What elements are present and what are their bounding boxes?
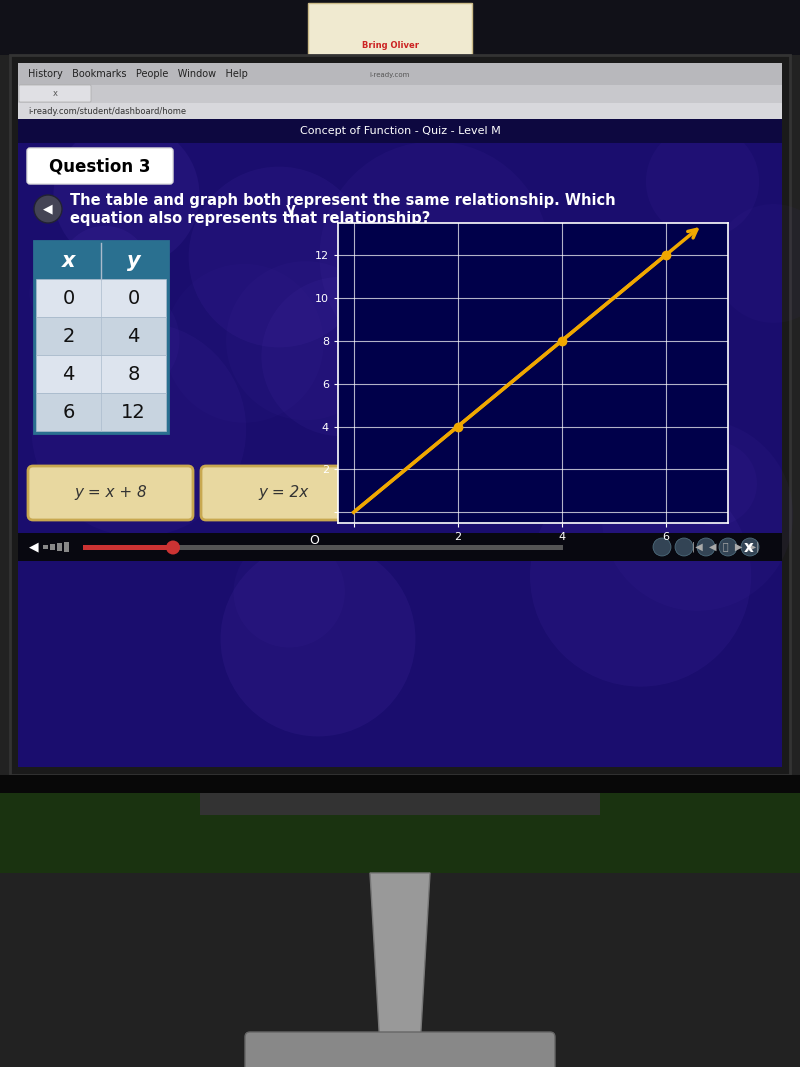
Text: ◀: ◀ [43, 203, 53, 216]
Bar [0, 0, 800, 55]
Bar [36, 278, 166, 317]
Circle shape [0, 316, 111, 480]
Text: |◀  ◀  ⏸  ▶  ▶|: |◀ ◀ ⏸ ▶ ▶| [692, 542, 759, 553]
Circle shape [675, 538, 693, 556]
Text: i-ready.com/student/dashboard/home: i-ready.com/student/dashboard/home [28, 107, 186, 115]
Bar [10, 55, 790, 775]
Circle shape [80, 531, 222, 673]
Bar [83, 545, 563, 550]
Text: 2: 2 [644, 480, 651, 490]
Bar [36, 393, 166, 431]
Bar [18, 120, 782, 143]
Circle shape [653, 317, 800, 532]
Text: ◀: ◀ [29, 541, 39, 554]
FancyBboxPatch shape [27, 148, 173, 184]
Text: Bring Oliver: Bring Oliver [362, 41, 418, 49]
Text: x: x [53, 90, 58, 98]
Text: y = 2x: y = 2x [258, 485, 309, 500]
Text: 0: 0 [127, 288, 140, 307]
FancyBboxPatch shape [245, 1032, 555, 1067]
Bar [36, 243, 166, 278]
FancyBboxPatch shape [374, 466, 539, 520]
Text: x: x [743, 540, 754, 555]
Bar [43, 545, 48, 550]
Circle shape [166, 541, 180, 555]
Text: 0: 0 [62, 288, 74, 307]
Circle shape [246, 212, 393, 359]
Circle shape [697, 538, 715, 556]
Text: i-ready.com: i-ready.com [370, 71, 410, 78]
Circle shape [471, 453, 603, 586]
Point [659, 246, 672, 264]
Bar [64, 542, 69, 552]
Bar [50, 544, 55, 550]
Text: y = x + 8: y = x + 8 [74, 485, 147, 500]
Point [555, 332, 568, 349]
Circle shape [143, 566, 306, 728]
Bar [18, 63, 782, 85]
Text: The table and graph both represent the same relationship. Which: The table and graph both represent the s… [70, 193, 616, 208]
Bar [36, 317, 166, 355]
Bar [18, 63, 782, 767]
Bar [83, 545, 173, 550]
FancyBboxPatch shape [201, 466, 366, 520]
Text: equation also represents that relationship?: equation also represents that relationsh… [70, 211, 430, 226]
FancyBboxPatch shape [547, 466, 712, 520]
Text: y = x + 2: y = x + 2 [420, 485, 493, 500]
Bar [34, 241, 168, 433]
Text: y: y [126, 251, 140, 271]
Bar [0, 775, 800, 793]
Text: y = x: y = x [604, 485, 645, 500]
Bar [18, 534, 782, 561]
Circle shape [686, 132, 778, 225]
Text: 8: 8 [127, 365, 140, 383]
Circle shape [648, 109, 800, 343]
Bar [57, 543, 62, 551]
Text: y: y [286, 202, 296, 217]
Point [451, 418, 464, 435]
Text: Concept of Function - Quiz - Level M: Concept of Function - Quiz - Level M [300, 126, 500, 136]
Circle shape [530, 240, 745, 455]
Circle shape [653, 538, 671, 556]
Bar [200, 793, 600, 815]
Text: 2: 2 [62, 327, 74, 346]
Bar [36, 355, 166, 393]
Text: O: O [310, 535, 319, 547]
Text: x: x [62, 251, 75, 271]
FancyBboxPatch shape [28, 466, 193, 520]
Circle shape [741, 538, 759, 556]
Polygon shape [370, 873, 430, 1047]
Text: 12: 12 [121, 402, 146, 421]
Text: Question 3: Question 3 [50, 157, 150, 175]
Circle shape [719, 538, 737, 556]
Bar [18, 103, 782, 120]
FancyBboxPatch shape [19, 85, 91, 102]
Text: History   Bookmarks   People   Window   Help: History Bookmarks People Window Help [28, 69, 248, 79]
Bar [18, 85, 782, 103]
FancyBboxPatch shape [308, 3, 472, 117]
Circle shape [34, 195, 62, 223]
Circle shape [652, 376, 720, 444]
Bar [0, 793, 800, 873]
Circle shape [0, 275, 194, 515]
Text: 4: 4 [127, 327, 140, 346]
Text: 6: 6 [62, 402, 74, 421]
Text: 4: 4 [62, 365, 74, 383]
